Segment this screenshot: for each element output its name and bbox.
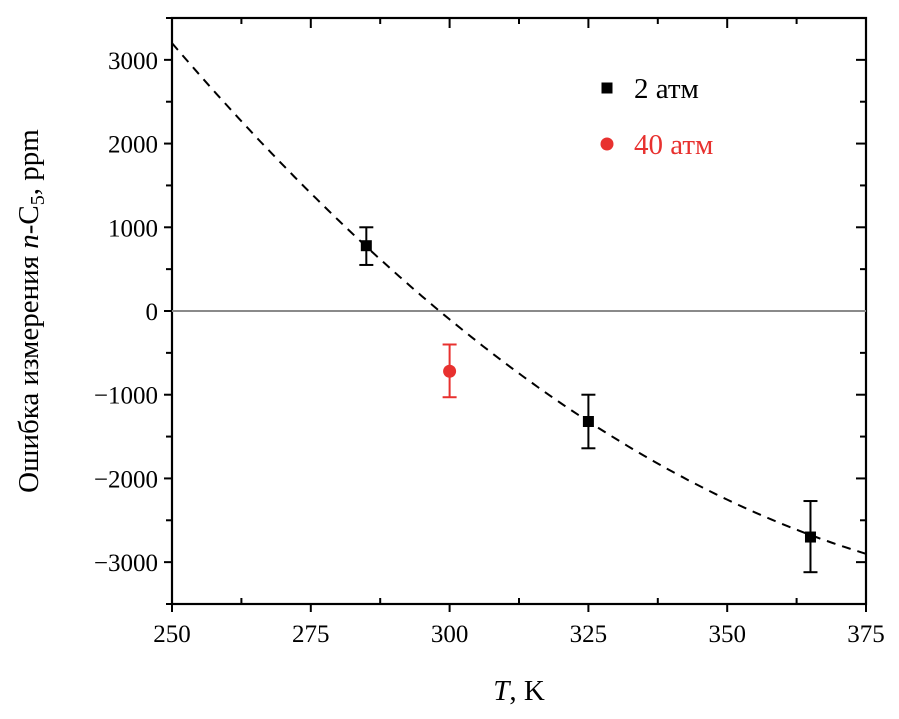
- x-axis-label: T, K: [493, 675, 545, 707]
- legend: 2 атм 40 атм: [600, 73, 713, 161]
- marker-square: [360, 240, 372, 252]
- x-tick-label: 325: [570, 621, 608, 648]
- plot-area: [171, 42, 867, 574]
- x-tick-label: 300: [431, 621, 469, 648]
- y-tick-label: 3000: [108, 48, 158, 75]
- data-point: [581, 393, 596, 450]
- y-tick-label: −1000: [94, 383, 158, 410]
- y-axis-label: Ошибка измерения n-C5, ppm: [13, 129, 49, 493]
- legend-marker-circle: [600, 137, 614, 151]
- y-tick-label: −3000: [94, 550, 158, 577]
- marker-circle: [443, 364, 457, 378]
- data-point: [359, 226, 374, 266]
- x-tick-label: 375: [847, 621, 885, 648]
- legend-label: 40 атм: [634, 129, 713, 161]
- y-tick-label: −2000: [94, 466, 158, 493]
- marker-square: [804, 531, 816, 543]
- y-tick-label: 2000: [108, 132, 158, 159]
- axes: 250 275 300 325 350 375 3000 2000 1000 0 −1000 −200…: [94, 16, 885, 648]
- x-tick-label: 350: [708, 621, 746, 648]
- legend-marker-square: [601, 82, 613, 94]
- data-point: [803, 500, 818, 574]
- x-tick-label: 275: [292, 621, 330, 648]
- x-tick-label: 250: [153, 621, 191, 648]
- y-tick-label: 1000: [108, 215, 158, 242]
- y-tick-label: 0: [146, 299, 159, 326]
- fit-curve: [171, 42, 867, 555]
- marker-square: [582, 416, 594, 428]
- legend-label: 2 атм: [634, 73, 699, 105]
- data-point: [442, 343, 457, 399]
